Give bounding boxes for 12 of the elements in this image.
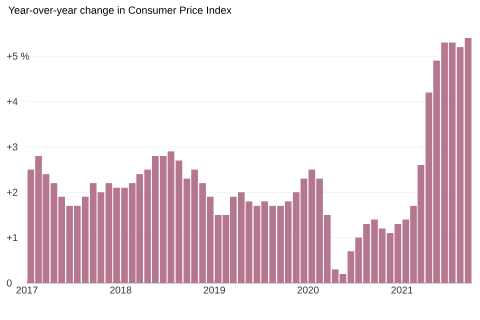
y-tick-label: +4 xyxy=(7,98,18,105)
chart-title: Year-over-year change in Consumer Price Index xyxy=(8,6,232,16)
x-tick-label: 2017 xyxy=(16,286,38,294)
x-tick-label: 2021 xyxy=(391,286,413,294)
x-tick-label: 2018 xyxy=(110,286,132,294)
y-tick-label: +2 xyxy=(7,188,18,196)
y-tick-label: +1 xyxy=(7,234,18,242)
y-tick-label: +3 xyxy=(7,143,18,150)
x-tick-label: 2019 xyxy=(204,286,225,294)
x-tick-label: 2020 xyxy=(297,286,319,294)
y-tick-label: 0 xyxy=(6,279,12,287)
y-tick-label: +5 % xyxy=(7,52,30,60)
